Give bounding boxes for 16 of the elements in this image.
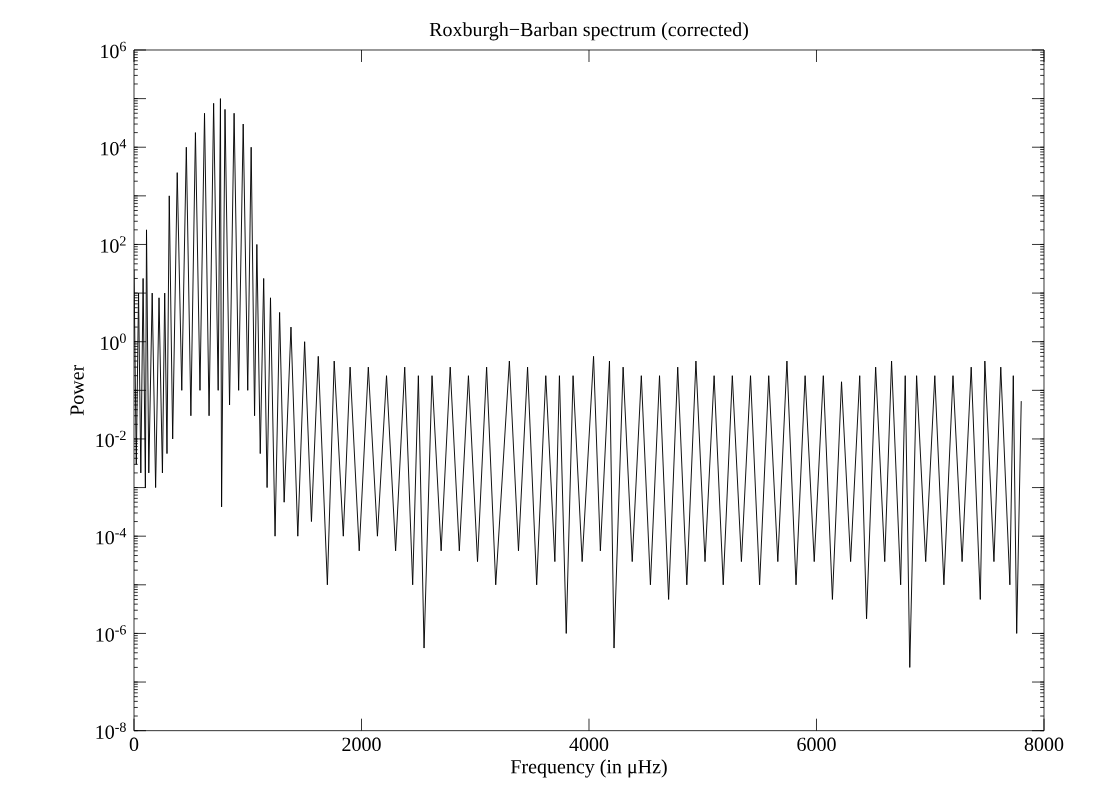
y-tick-label: 10$^{6}$ [101,41,126,59]
y-tick-label: 10$^{-4}$ [96,528,127,545]
y-tick-label: 10$^{-2}$ [96,430,126,448]
y-tick-label: 10$^{-8}$ [96,722,126,740]
x-tick-label: 6000 [797,737,836,752]
x-axis-title: Frequency (in μHz) [510,759,667,778]
x-tick-label: 4000 [569,737,609,752]
x-tick-label: 2000 [342,737,381,752]
x-tick-label: 8000 [1024,737,1064,752]
y-tick-label: 10$^{-6}$ [96,625,126,642]
x-tick-label: 0 [129,737,139,752]
y-tick-label: 10$^{4}$ [101,139,127,156]
y-tick-label: 10$^{2}$ [101,236,126,253]
chart-title: Roxburgh−Barban spectrum (corrected) [429,22,748,41]
y-tick-label: 10$^{0}$ [101,333,126,351]
y-axis-title: Power [70,365,84,416]
